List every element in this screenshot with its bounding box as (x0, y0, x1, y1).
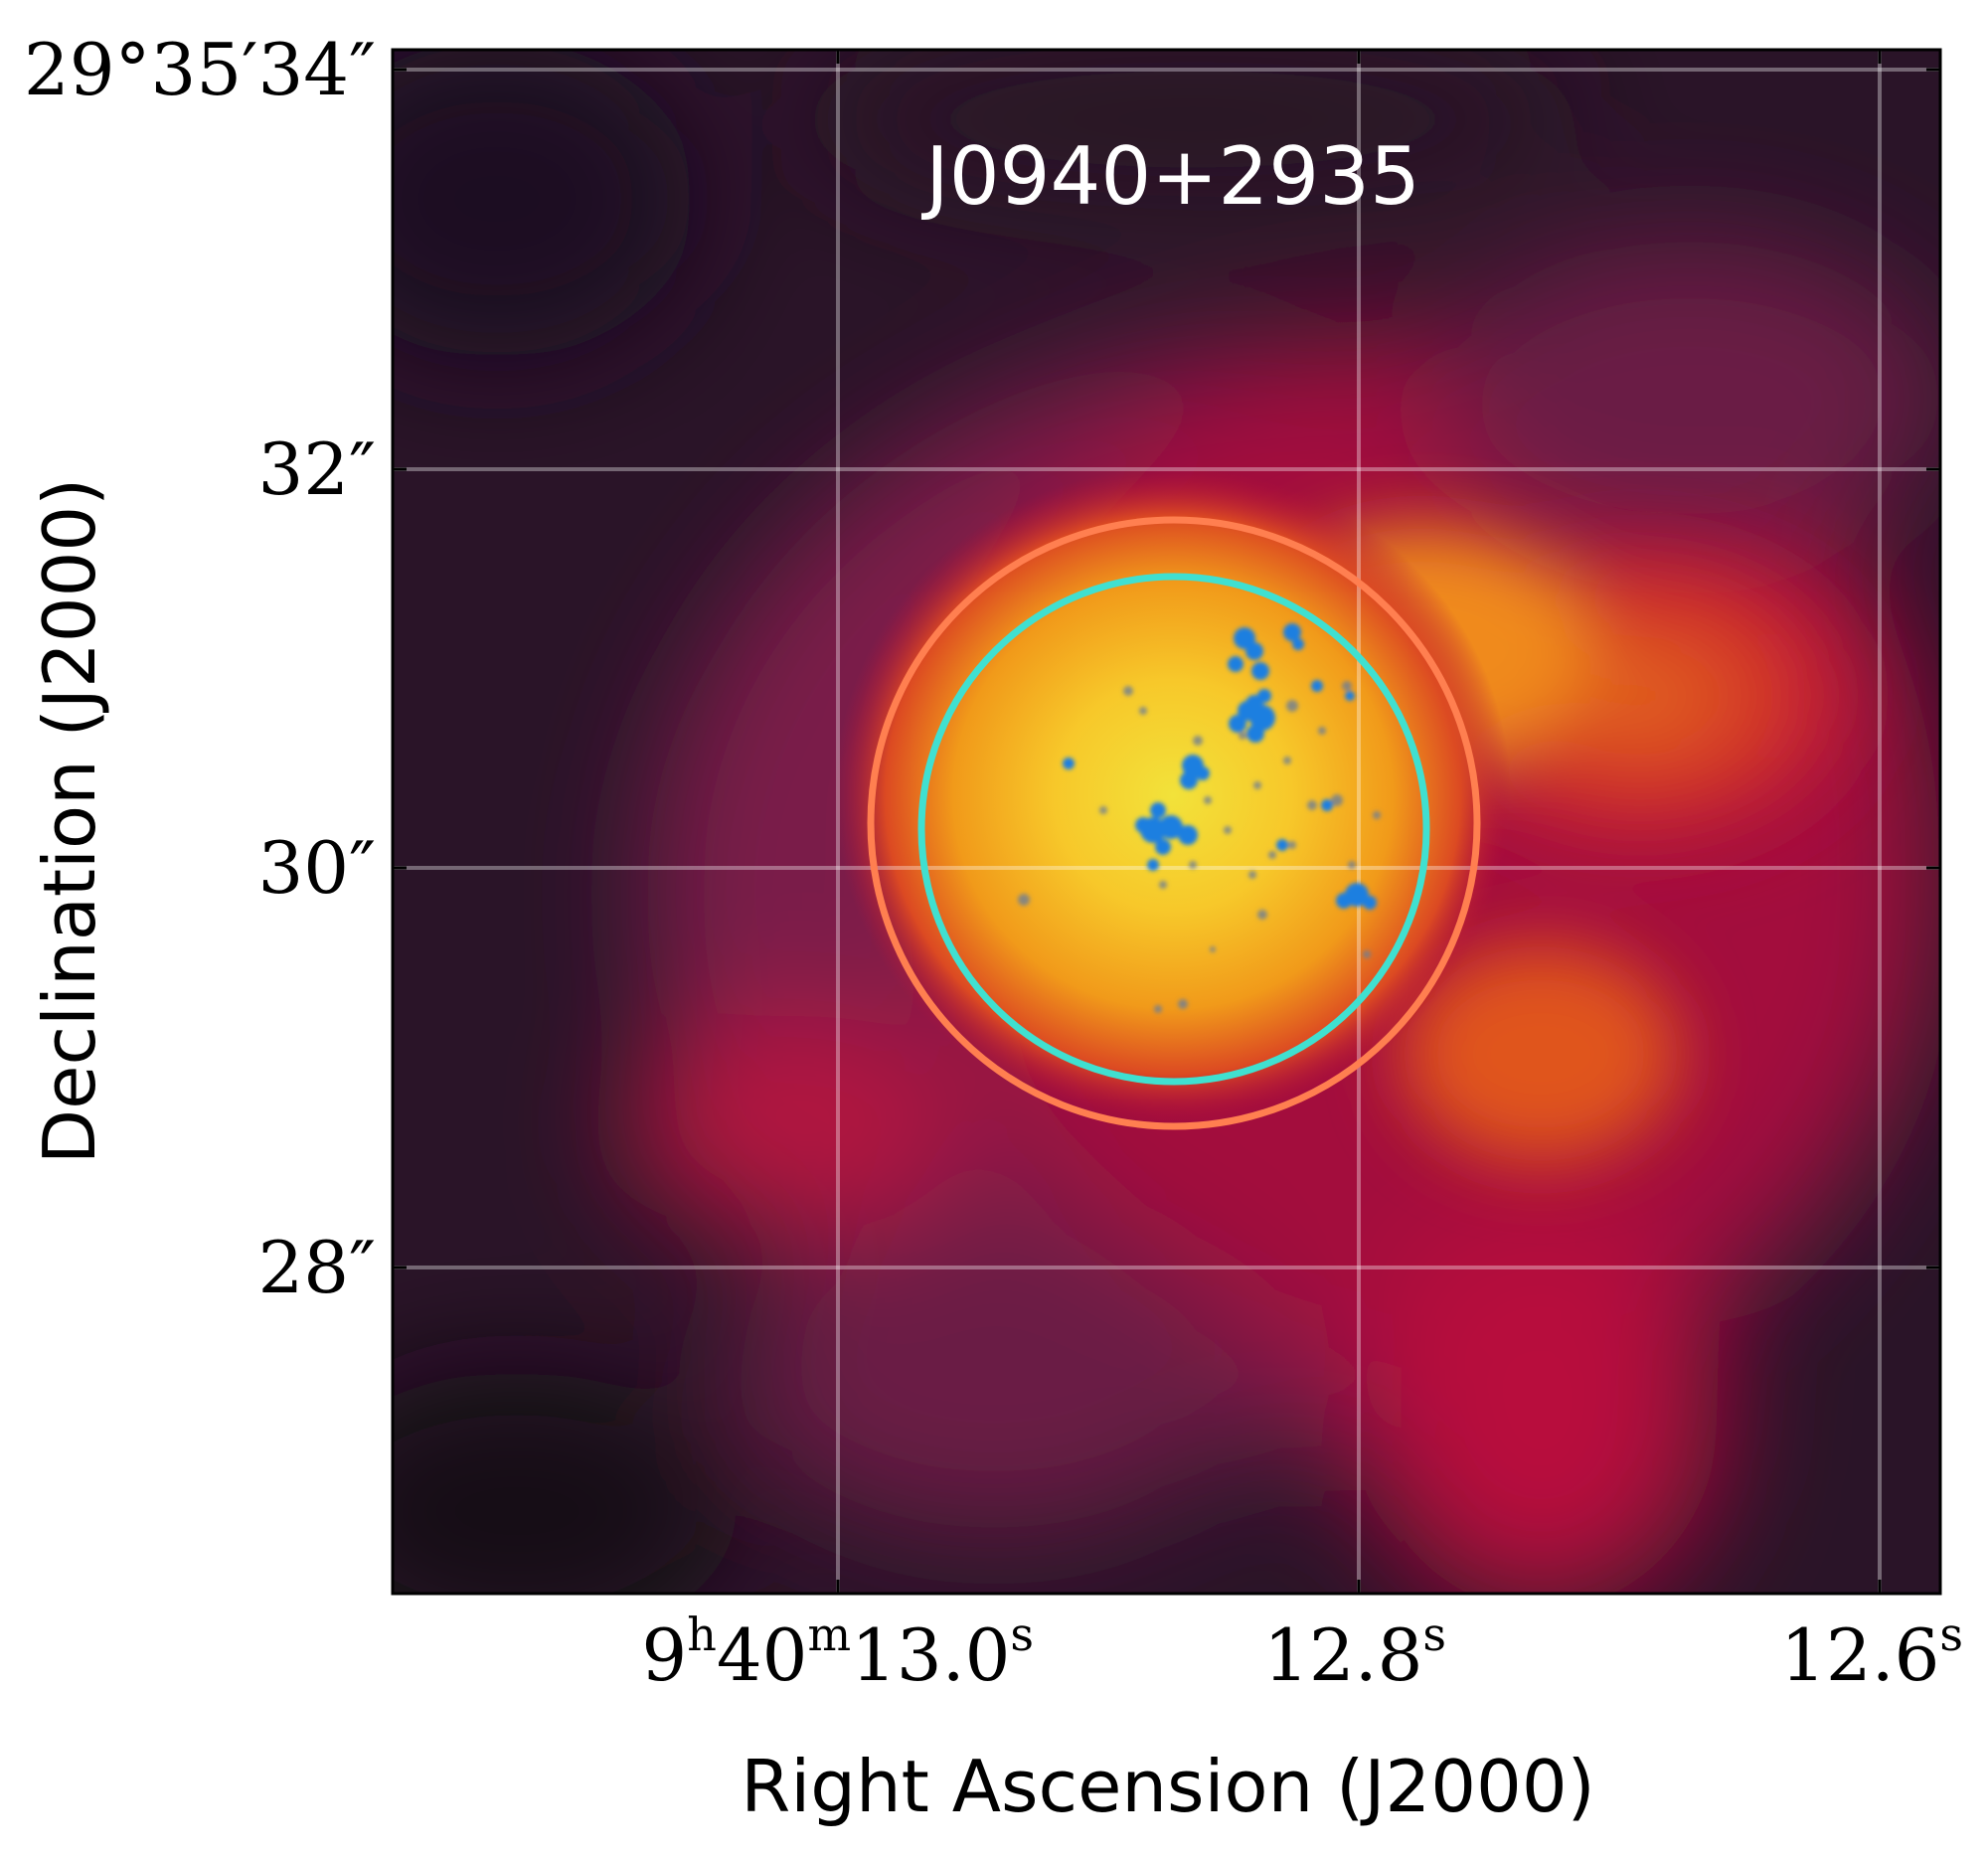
y-axis-title: Declination (J2000) (28, 478, 111, 1165)
y-tick-label-34: 29°35′34″ (24, 28, 376, 111)
plot-frame (391, 48, 1942, 1596)
chart-title: J0940+2935 (920, 130, 1420, 223)
y-tick-label-30: 30″ (257, 826, 376, 910)
blue-knots-overlay (1018, 623, 1381, 1013)
outer-aperture-circle (867, 516, 1481, 1130)
heatmap-image (393, 50, 1940, 1594)
x-tick-label-12-6: 12.6s (1780, 1607, 1963, 1697)
tick-marks (393, 50, 1940, 1594)
x-tick-label-12-8: 12.8s (1263, 1607, 1446, 1697)
x-axis-title: Right Ascension (J2000) (741, 1745, 1595, 1828)
x-tick-label-13-0: 9h40m13.0s (641, 1607, 1034, 1697)
grid (393, 50, 1940, 1594)
y-tick-label-28: 28″ (257, 1226, 376, 1309)
y-tick-label-32: 32″ (257, 427, 376, 511)
inner-aperture-circle (917, 573, 1430, 1086)
